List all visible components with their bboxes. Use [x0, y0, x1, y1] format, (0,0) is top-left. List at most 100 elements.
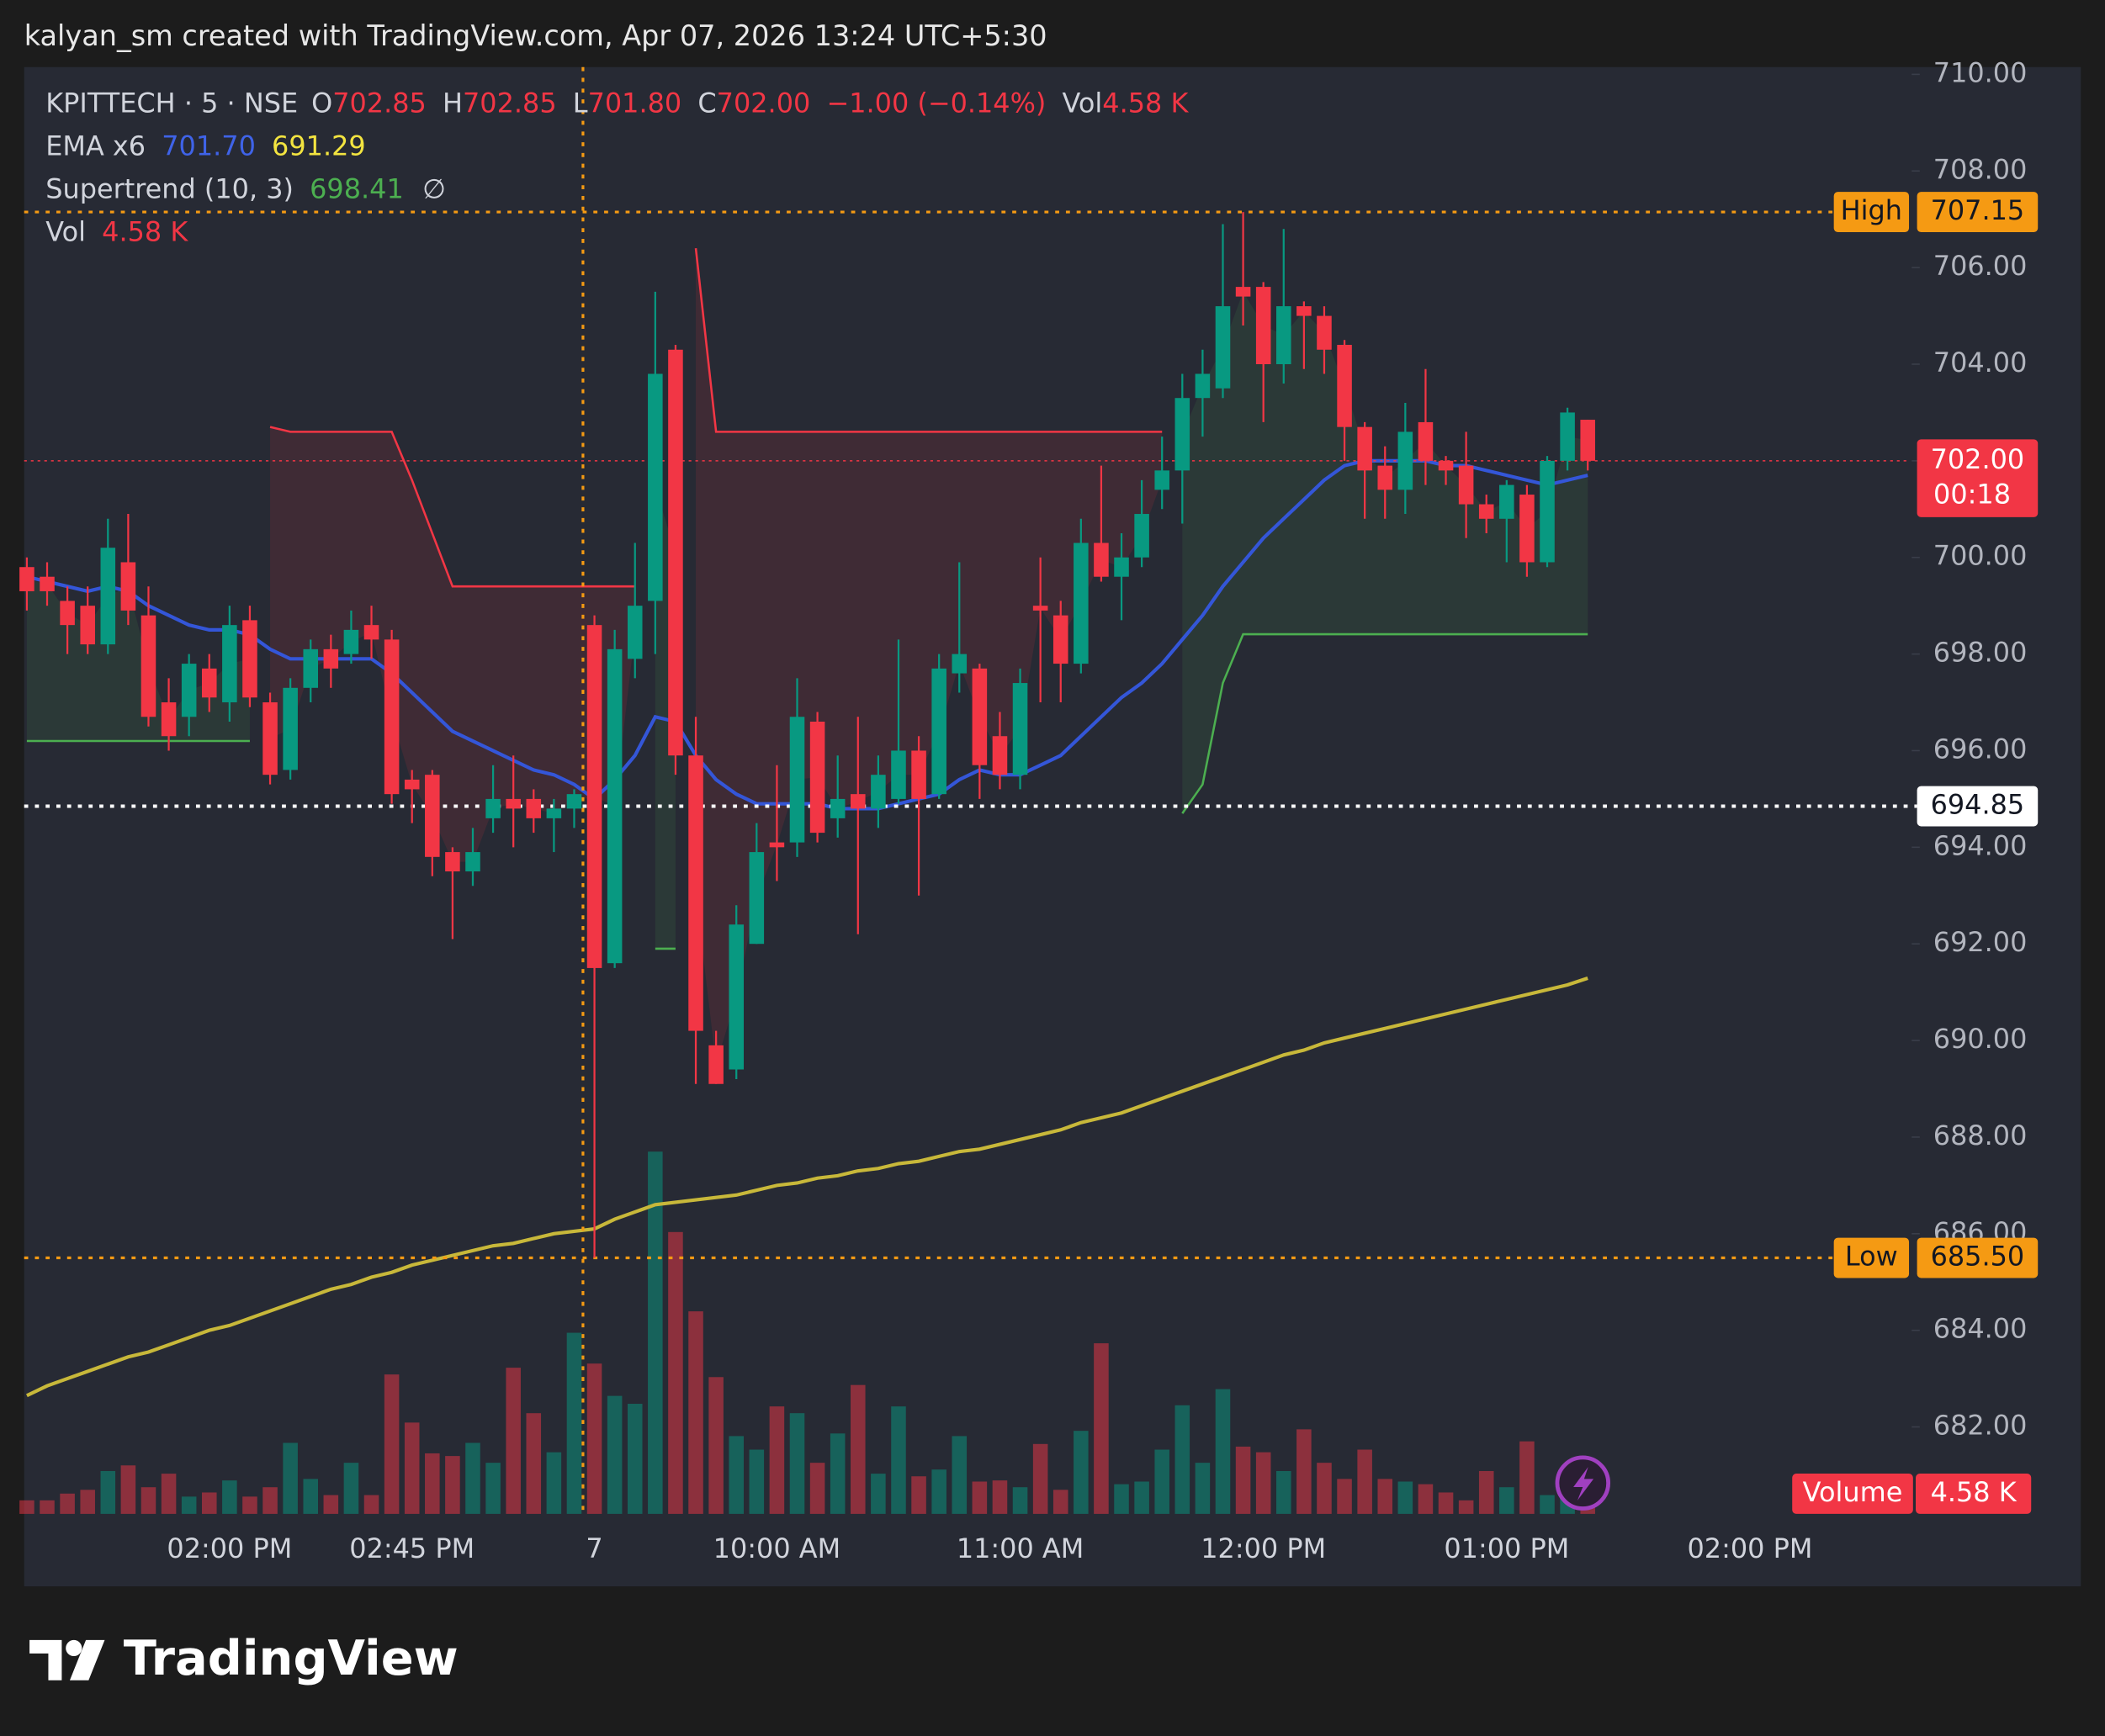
candle-body [1215, 306, 1231, 389]
candle-body [1134, 514, 1149, 558]
volume-bar [668, 1231, 683, 1514]
candle-body [404, 779, 420, 790]
volume-bar [262, 1487, 278, 1514]
candle-body [566, 794, 582, 809]
candle-body [851, 794, 866, 809]
legend-c: C [697, 87, 716, 119]
supertrend-line [694, 248, 1163, 433]
candle-body [303, 648, 319, 688]
logo-dot [66, 1639, 82, 1657]
volume-bar [141, 1487, 156, 1514]
volume-layer [19, 1151, 1595, 1514]
volume-bar [809, 1463, 825, 1514]
volume-bar [992, 1480, 1008, 1514]
volume-bar [80, 1490, 95, 1514]
y-tick-label: 682.00 [1933, 1410, 2028, 1442]
volume-bar [1438, 1492, 1454, 1514]
volume-bar [1499, 1487, 1514, 1514]
volume-bar [1337, 1479, 1352, 1514]
candle-body [1154, 470, 1169, 490]
candle-body [1357, 426, 1372, 471]
high-value: 707.15 [1931, 194, 2025, 226]
volume-bar [19, 1500, 34, 1514]
x-tick-label: 02:00 PM [1688, 1532, 1813, 1564]
candle-body [1195, 373, 1211, 399]
volume-bar [404, 1422, 420, 1514]
candle-body [1174, 398, 1190, 471]
candle-body [425, 775, 440, 857]
candle-body [1275, 306, 1291, 365]
ema-line [26, 458, 1588, 811]
volume-bar [161, 1474, 177, 1514]
volume-bar [769, 1406, 785, 1514]
high-name-box [1833, 192, 1910, 233]
y-tick-label: 688.00 [1933, 1119, 2028, 1151]
high-name: High [1841, 194, 1902, 226]
ema-line [26, 977, 1588, 1398]
candle-body [1114, 557, 1129, 577]
x-tick-label: 11:00 AM [957, 1532, 1084, 1564]
candle-body [485, 798, 501, 818]
volume-bar [851, 1384, 866, 1514]
candle-body [40, 576, 55, 591]
legend-volume: Vol 4.58 K [45, 216, 188, 248]
y-tick-label: 700.00 [1933, 540, 2028, 572]
x-tick-label: 02:00 PM [167, 1532, 292, 1564]
candle-body [1074, 542, 1089, 664]
candle-body [627, 606, 643, 659]
y-tick-label: 710.00 [1933, 56, 2028, 88]
legend-symbol: KPITTECH · 5 · NSE [45, 87, 298, 119]
candle-body [1499, 484, 1514, 519]
supertrend-line [1181, 632, 1588, 814]
countdown: 00:18 [1933, 478, 2011, 510]
candle-body [1296, 306, 1312, 316]
volume-bar [1052, 1490, 1068, 1514]
low-name-box [1833, 1237, 1910, 1278]
volume-bar [1114, 1484, 1129, 1514]
last-price-box [1917, 439, 2039, 517]
volume-bar [830, 1433, 846, 1514]
last-price: 702.00 [1931, 443, 2025, 475]
candle-body [1519, 495, 1535, 563]
candle-body [1478, 504, 1494, 519]
candle-body [323, 648, 339, 669]
supertrend-line [269, 426, 635, 588]
candle-body [1235, 287, 1251, 297]
brand-name: TradingView [124, 1630, 459, 1686]
y-tick-label: 704.00 [1933, 347, 2028, 378]
guide-layer [24, 66, 1917, 1514]
volume-bar [283, 1442, 298, 1514]
legend-close: 702.00 [717, 87, 811, 119]
volume-bar [952, 1436, 968, 1514]
axis-layer: 710.00 708.00 706.00 704.00 702.00 700.00 698.… [167, 56, 2039, 1564]
header: kalyan_sm created with TradingView.com, … [24, 19, 1047, 52]
volume-bar [1519, 1441, 1535, 1514]
legend-vol: 4.58 K [1102, 87, 1189, 119]
candle-body [445, 852, 460, 872]
volume-bar [384, 1374, 400, 1514]
candle-body [343, 629, 359, 654]
candle-body [749, 852, 765, 945]
volume-bar [506, 1368, 521, 1514]
alert-bolt [1573, 1467, 1594, 1500]
volume-bar [1134, 1481, 1149, 1514]
candle-body [1377, 465, 1393, 490]
y-tick-label: 706.00 [1933, 250, 2028, 282]
volume-bar [363, 1495, 379, 1514]
candle-body [222, 625, 237, 703]
volume-bar [343, 1463, 359, 1514]
volume-bar [465, 1442, 480, 1514]
volume-bar [1074, 1431, 1089, 1514]
candle-body [1032, 606, 1048, 611]
logo-slash [69, 1639, 105, 1680]
volume-badge-value: 4.58 K [1931, 1476, 2018, 1508]
candle-body [506, 798, 521, 809]
candle-body [769, 842, 785, 848]
alert-icon[interactable] [1555, 1455, 1610, 1511]
volume-badge-name-box [1792, 1474, 1913, 1514]
candle-body [120, 562, 136, 611]
volume-bar [323, 1495, 339, 1514]
x-tick-label: 10:00 AM [713, 1532, 840, 1564]
legend-main: KPITTECH · 5 · NSE O702.85 H702.85 L701.80 C… [45, 87, 1189, 119]
